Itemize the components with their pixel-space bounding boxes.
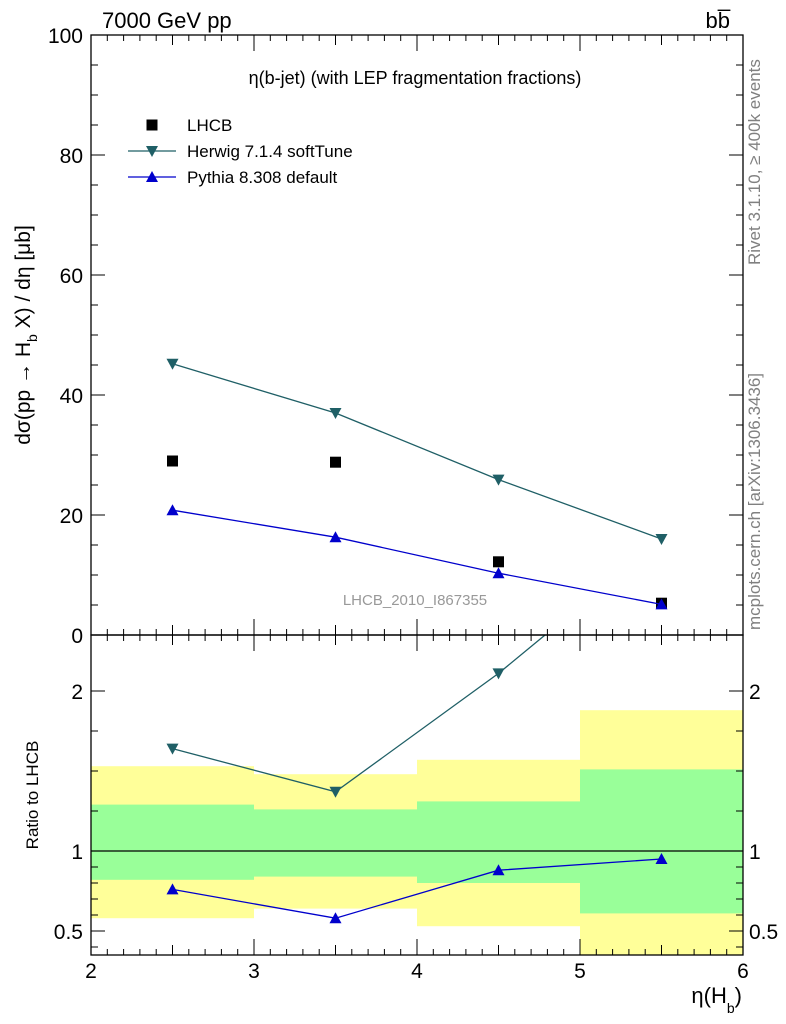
main-y-tick-label: 20 [60,505,83,528]
ratio-band-inner [580,769,743,914]
legend-marker [146,171,158,182]
main-y-tick-label: 60 [60,265,83,288]
ratio-series-line [172,635,547,793]
ratio-y-axis: 0.5 0.5 1 1 2 2 [54,681,778,948]
main-point [330,456,341,468]
main-y-tick-label: 40 [60,385,83,408]
main-series-line [172,509,662,606]
ratio-y-tick-label-right: 1 [749,841,761,864]
legend: LHCB Herwig 7.1.4 softTune Pythia 8.308 de… [128,116,353,187]
main-point [655,534,668,545]
main-point [492,567,505,579]
watermark: LHCB_2010_I867355 [343,592,487,609]
ratio-series-line [172,858,662,919]
main-point [167,455,178,467]
legend-entry: LHCB [187,116,232,135]
main-point [655,598,668,610]
x-axis: 2 3 4 5 6 [85,35,749,983]
mcplots-label: mcplots.cern.ch [arXiv:1306.3436] [745,373,764,630]
main-y-axis: 0 20 40 60 80 100 [48,25,743,648]
ratio-marks [166,635,668,924]
ratio-point [492,668,505,680]
x-tick-label: 5 [574,960,586,983]
ratio-y-tick-label-right: 2 [749,681,761,704]
header-left: 7000 GeV pp [102,8,232,33]
main-point [329,531,342,543]
main-y-label: dσ(pp → Hb X) / dη [μb] [12,225,40,445]
ratio-y-tick-label: 2 [71,681,83,704]
ratio-y-label: Ratio to LHCB [23,741,42,850]
x-axis-label-main: η(H [691,983,726,1008]
ratio-point [329,786,342,798]
main-y-tick-label: 0 [71,625,83,648]
ratio-point [166,883,179,895]
ratio-bands [91,710,743,955]
x-tick-label: 6 [737,960,749,983]
main-point [329,408,342,419]
rivet-label: Rivet 3.1.10, ≥ 400k events [745,59,764,265]
legend-entry: Pythia 8.308 default [187,168,338,187]
x-tick-label: 4 [411,960,423,983]
ratio-point [492,864,505,876]
main-series-line [172,363,662,540]
ratio-band-inner [91,804,254,880]
main-title: η(b-jet) (with LEP fragmentation fractio… [249,68,582,88]
x-axis-label: η(Hb) [691,983,742,1016]
legend-entry: Herwig 7.1.4 softTune [187,142,353,161]
x-axis-label-sub: b [727,1000,735,1016]
legend-marker [146,146,158,157]
main-point [166,504,179,516]
ratio-point [655,853,668,864]
main-y-label-rest: X) / dη [μb] [12,225,35,334]
main-marks [166,358,668,610]
ratio-y-tick-label: 1 [71,841,83,864]
legend-marker [146,119,158,131]
main-y-tick-label: 100 [48,25,83,48]
main-y-label-main: dσ(pp → H [12,342,35,445]
x-axis-label-rest: ) [735,983,742,1008]
ratio-point [329,912,342,924]
main-point [493,556,504,568]
main-point [166,358,179,370]
main-panel: 0 20 40 60 80 100 η(b-jet) (with LEP fragment… [12,25,744,648]
main-y-label-sub: b [24,334,40,342]
ratio-band-inner [254,809,417,877]
x-tick-label: 2 [85,960,97,983]
ratio-y-tick-label-right: 0.5 [749,921,778,944]
header-right: bb̅ [706,8,731,33]
ratio-point [166,743,179,755]
x-tick-label: 3 [248,960,260,983]
main-point [492,474,505,486]
ratio-y-tick-label: 0.5 [54,921,83,944]
main-y-tick-label: 80 [60,145,83,168]
